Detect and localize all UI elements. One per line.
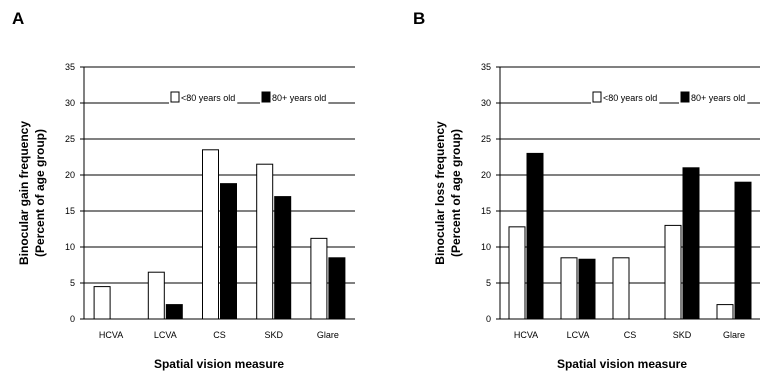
x-tick-label: LCVA	[154, 330, 177, 340]
y-tick-label: 5	[70, 278, 75, 288]
bar-80-plus-skd	[274, 196, 292, 320]
legend-background	[260, 90, 329, 104]
y-tick-label: 25	[481, 134, 491, 144]
y-tick-label: 15	[65, 206, 75, 216]
bar-80-plus-lcva	[165, 304, 183, 320]
legend-label: 80+ years old	[272, 93, 326, 103]
x-tick-label: CS	[213, 330, 226, 340]
legend-swatch-under-80	[592, 91, 602, 103]
legend-label: <80 years old	[181, 93, 235, 103]
legend-swatch-80-plus	[680, 91, 690, 103]
y-tick-label: 20	[481, 170, 491, 180]
legend-background	[591, 90, 660, 104]
y-tick-label: 0	[486, 314, 491, 324]
bar-under-80-lcva	[147, 271, 165, 320]
x-axis-label: Spatial vision measure	[154, 357, 284, 371]
legend-swatch-80-plus	[261, 91, 271, 103]
y-axis-label: Binocular loss frequency	[433, 121, 447, 265]
y-axis-label-sub: (Percent of age group)	[449, 129, 463, 257]
bar-80-plus-cs	[220, 183, 237, 320]
x-tick-label: Glare	[723, 330, 745, 340]
x-tick-label: CS	[624, 330, 637, 340]
y-tick-label: 20	[65, 170, 75, 180]
bar-under-80-glare	[716, 304, 734, 320]
y-axis-label: Binocular gain frequency	[17, 121, 31, 265]
x-tick-label: SKD	[264, 330, 283, 340]
y-tick-label: 35	[481, 62, 491, 72]
y-tick-label: 25	[65, 134, 75, 144]
bar-under-80-skd	[256, 163, 274, 320]
x-tick-label: SKD	[673, 330, 692, 340]
x-tick-label: HCVA	[99, 330, 123, 340]
legend-label: <80 years old	[603, 93, 657, 103]
legend: <80 years old 80+ years old	[169, 90, 329, 104]
y-tick-label: 5	[486, 278, 491, 288]
x-tick-label: LCVA	[567, 330, 590, 340]
legend-swatch-under-80	[170, 91, 180, 103]
bar-under-80-cs	[612, 257, 630, 320]
legend-background	[679, 90, 748, 104]
y-tick-label: 30	[65, 98, 75, 108]
bar-80-plus-hcva	[526, 152, 544, 320]
y-axis-label-sub: (Percent of age group)	[33, 129, 47, 257]
legend: <80 years old 80+ years old	[591, 90, 748, 104]
y-tick-label: 0	[70, 314, 75, 324]
y-tick-label: 30	[481, 98, 491, 108]
bar-under-80-skd	[664, 224, 682, 320]
bar-under-80-cs	[202, 149, 219, 320]
bar-under-80-hcva	[508, 226, 526, 320]
bar-80-plus-glare	[328, 257, 346, 320]
x-tick-label: Glare	[317, 330, 339, 340]
x-tick-label: HCVA	[514, 330, 538, 340]
x-axis-label: Spatial vision measure	[557, 357, 687, 371]
panel-letter: A	[12, 9, 24, 28]
bar-under-80-glare	[310, 237, 328, 320]
legend-background	[169, 90, 238, 104]
y-tick-label: 35	[65, 62, 75, 72]
panel-letter: B	[413, 9, 425, 28]
chart-panel-a: A 0 5 10 15 20 25 30 35 HCVA LCVA CS SKD Glare <80 yea…	[12, 9, 355, 371]
chart-panel-b: B 0 5 10 15 20 25 30 35 HCVA LCVA CS SKD Glare <80 yea…	[413, 9, 760, 371]
y-tick-label: 10	[65, 242, 75, 252]
y-tick-label: 10	[481, 242, 491, 252]
bar-under-80-lcva	[560, 257, 578, 320]
bar-under-80-hcva	[93, 286, 111, 320]
bar-80-plus-lcva	[578, 258, 596, 320]
y-tick-label: 15	[481, 206, 491, 216]
legend-label: 80+ years old	[691, 93, 745, 103]
bar-80-plus-skd	[682, 167, 700, 320]
bar-80-plus-glare	[734, 181, 752, 320]
